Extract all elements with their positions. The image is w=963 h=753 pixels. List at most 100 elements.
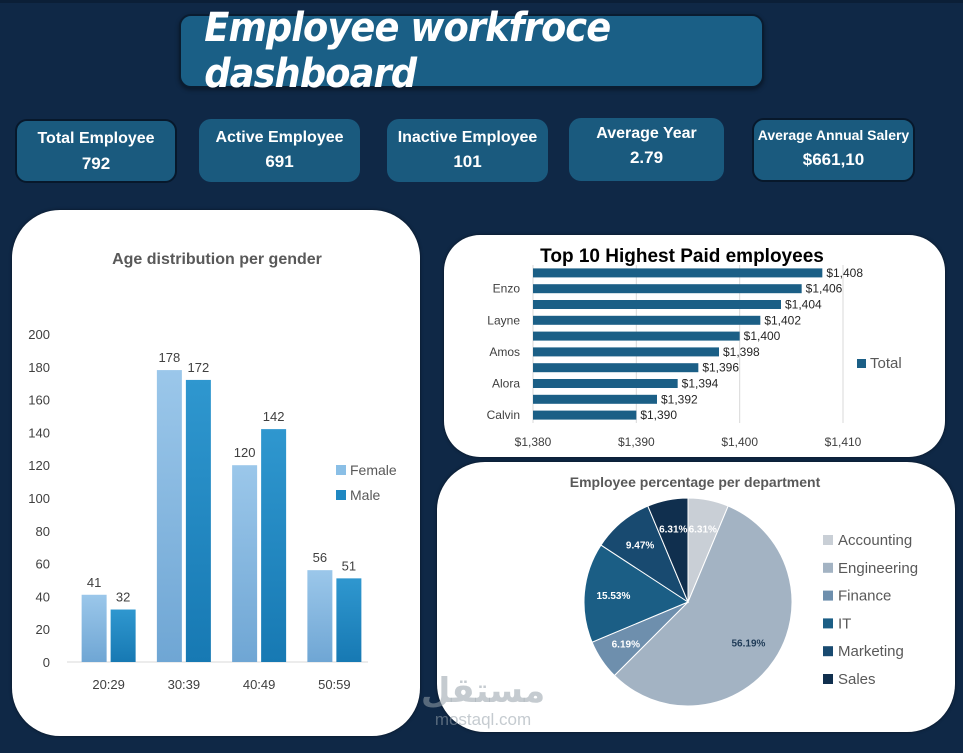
legend-label: Marketing bbox=[838, 643, 904, 660]
legend-label: Sales bbox=[838, 671, 876, 688]
bar-female bbox=[232, 465, 258, 662]
x-tick-label: $1,390 bbox=[618, 435, 655, 449]
data-label: 41 bbox=[87, 575, 101, 590]
data-label: 15.53% bbox=[596, 591, 630, 602]
legend-swatch bbox=[823, 590, 833, 601]
kpi-label: Active Employee bbox=[215, 129, 344, 146]
data-label: 172 bbox=[188, 360, 210, 375]
chart-title: Employee percentage per department bbox=[570, 474, 821, 490]
dashboard-title: Employee workfroce dashboard bbox=[204, 5, 611, 97]
bar-total bbox=[533, 300, 781, 309]
age-distribution-card: Age distribution per gender 0 20 40 60 80 100 1… bbox=[12, 210, 420, 736]
watermark-arabic: مستقل bbox=[420, 671, 546, 711]
data-label: 120 bbox=[234, 445, 256, 460]
kpi-label: Average Annual Salery bbox=[757, 127, 910, 143]
y-tick-label: 100 bbox=[28, 491, 50, 506]
kpi-label: Average Year bbox=[596, 125, 697, 142]
legend-swatch bbox=[823, 646, 833, 657]
kpi-value: 2.79 bbox=[629, 148, 664, 167]
kpi-inactive-employee: Inactive Employee 101 bbox=[387, 119, 548, 182]
kpi-active-employee: Active Employee 691 bbox=[199, 119, 360, 182]
data-label: 51 bbox=[342, 558, 356, 573]
y-tick-label: Enzo bbox=[493, 282, 521, 296]
data-label: 56.19% bbox=[731, 639, 765, 650]
legend-label: Finance bbox=[838, 588, 891, 605]
kpi-value: 691 bbox=[265, 152, 294, 171]
bar-female bbox=[156, 370, 182, 662]
data-label: 56 bbox=[313, 550, 327, 565]
chart-title: Age distribution per gender bbox=[112, 251, 322, 268]
data-label: $1,402 bbox=[764, 313, 801, 327]
legend-swatch bbox=[823, 562, 833, 573]
y-tick-label: 40 bbox=[36, 589, 50, 604]
legend-swatch bbox=[336, 490, 346, 500]
age-distribution-chart: Age distribution per gender 0 20 40 60 80 100 1… bbox=[28, 251, 397, 692]
bar-total bbox=[533, 363, 699, 373]
data-label: $1,408 bbox=[826, 266, 863, 280]
data-label: $1,390 bbox=[640, 408, 677, 422]
kpi-value: 101 bbox=[453, 152, 482, 171]
bar-female bbox=[307, 570, 333, 662]
x-tick-label: $1,410 bbox=[825, 435, 862, 449]
legend-swatch bbox=[857, 359, 866, 368]
data-label: $1,394 bbox=[682, 377, 719, 391]
data-label: $1,406 bbox=[806, 282, 843, 296]
kpi-label: Total Employee bbox=[37, 130, 155, 147]
data-label: $1,392 bbox=[661, 392, 698, 406]
y-tick-label: 140 bbox=[28, 425, 50, 440]
legend-label: Engineering bbox=[838, 560, 918, 577]
x-tick-label: 40:49 bbox=[243, 677, 276, 692]
bar-male bbox=[261, 429, 287, 662]
bar-total bbox=[533, 284, 802, 294]
y-tick-label: 180 bbox=[28, 360, 50, 375]
department-card: Employee percentage per department 6.31% 5… bbox=[437, 462, 955, 732]
top-paid-chart: Top 10 Highest Paid employees $1,380 $1,39… bbox=[487, 246, 902, 449]
legend-swatch bbox=[823, 535, 833, 545]
y-tick-label: Alora bbox=[492, 377, 520, 391]
legend-label: Accounting bbox=[838, 532, 912, 549]
legend-swatch bbox=[336, 465, 346, 475]
kpi-value: $661,10 bbox=[802, 150, 865, 169]
x-tick-label: $1,400 bbox=[721, 435, 758, 449]
department-pie-chart: Employee percentage per department 6.31% 5… bbox=[570, 474, 918, 707]
data-label: 178 bbox=[159, 350, 181, 365]
x-tick-label: 50:59 bbox=[318, 677, 351, 692]
x-tick-label: 30:39 bbox=[168, 677, 201, 692]
top-paid-card: Top 10 Highest Paid employees $1,380 $1,39… bbox=[444, 235, 945, 457]
kpi-value: 792 bbox=[81, 154, 111, 173]
bar-total bbox=[533, 347, 719, 357]
y-tick-label: Calvin bbox=[487, 408, 520, 422]
y-tick-label: 200 bbox=[28, 327, 50, 342]
data-label: $1,404 bbox=[785, 298, 822, 312]
data-label: 142 bbox=[263, 409, 285, 424]
y-tick-label: 160 bbox=[28, 393, 50, 408]
data-label: 9.47% bbox=[626, 540, 654, 551]
pie-slice-sales bbox=[647, 497, 689, 603]
y-tick-label: 20 bbox=[36, 622, 50, 637]
x-tick-label: 20:29 bbox=[92, 677, 125, 692]
data-label: $1,398 bbox=[723, 345, 760, 359]
kpi-label: Inactive Employee bbox=[397, 129, 538, 146]
y-tick-label: 60 bbox=[36, 557, 50, 572]
y-tick-label: Amos bbox=[489, 345, 520, 359]
bar-total bbox=[533, 410, 637, 420]
bar-total bbox=[533, 268, 823, 278]
y-tick-label: 120 bbox=[28, 458, 50, 473]
y-tick-label: 0 bbox=[43, 655, 50, 670]
legend-label: Female bbox=[350, 462, 397, 478]
bar-male bbox=[336, 578, 362, 662]
data-label: 6.19% bbox=[612, 640, 640, 651]
x-tick-label: $1,380 bbox=[515, 435, 552, 449]
legend-label: IT bbox=[838, 615, 851, 632]
data-label: $1,400 bbox=[744, 329, 781, 343]
legend-swatch bbox=[823, 618, 833, 629]
kpi-total-employee: Total Employee 792 bbox=[15, 119, 177, 183]
bar-male bbox=[185, 379, 211, 662]
chart-title: Top 10 Highest Paid employees bbox=[540, 246, 824, 267]
data-label: 6.31% bbox=[689, 525, 717, 536]
watermark-logo: مستقل mostaql.com bbox=[418, 672, 548, 742]
bar-male bbox=[110, 609, 136, 662]
legend-label: Male bbox=[350, 487, 381, 503]
legend-swatch bbox=[823, 674, 833, 684]
bar-total bbox=[533, 315, 761, 325]
